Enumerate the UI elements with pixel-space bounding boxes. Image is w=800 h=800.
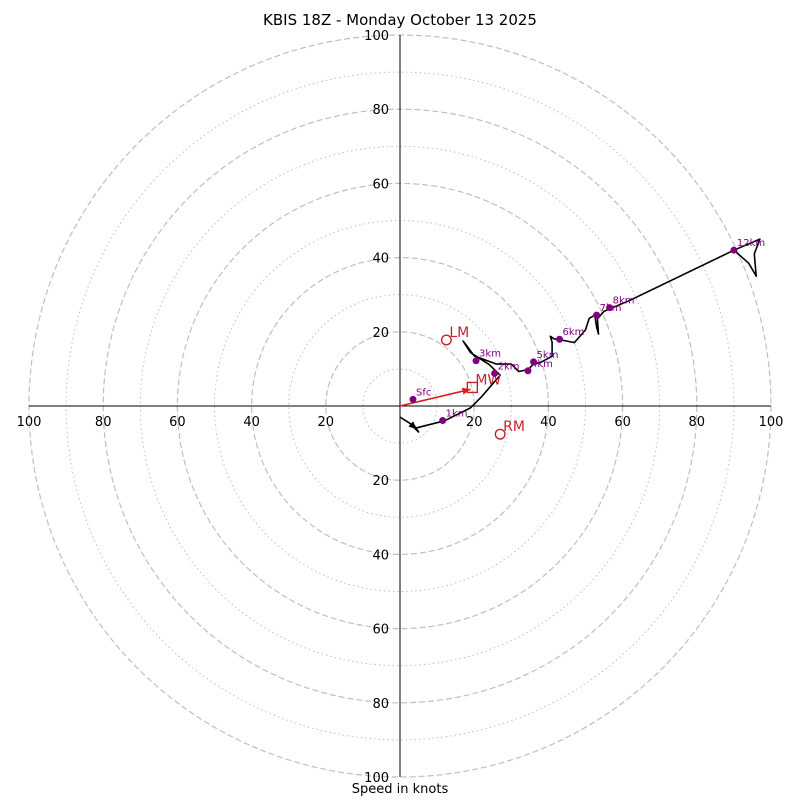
y-tick-label: 40 — [372, 252, 389, 267]
y-tick-label: 60 — [372, 177, 389, 192]
height-marker-label-3km: 3km — [479, 349, 501, 360]
x-tick-label: 80 — [689, 415, 706, 430]
storm-marker-label-rm: RM — [503, 419, 525, 435]
y-tick-label: 100 — [364, 771, 389, 786]
x-tick-label: 20 — [318, 415, 335, 430]
storm-motion-vector — [399, 387, 471, 407]
height-marker-label-6km: 6km — [563, 327, 585, 338]
height-marker-7km — [593, 311, 601, 319]
height-marker-2km — [491, 369, 499, 377]
height-markers: Sfc1km2km3km4km5km6km7km8km12km — [409, 238, 765, 424]
wind-trace-line — [399, 238, 761, 433]
height-marker-label-2km: 2km — [498, 361, 520, 372]
x-tick-label: 40 — [243, 415, 260, 430]
y-tick-label: 20 — [372, 326, 389, 341]
height-marker-8km — [606, 304, 614, 312]
height-marker-5km — [530, 358, 538, 366]
storm-marker-lm — [440, 334, 452, 346]
height-marker-label-5km: 5km — [537, 350, 559, 361]
x-tick-label: 40 — [540, 415, 557, 430]
y-tick-label: 80 — [372, 103, 389, 118]
storm-marker-rm — [494, 428, 506, 440]
storm-marker-label-lm: LM — [449, 325, 469, 341]
height-marker-label-4km: 4km — [531, 359, 553, 370]
wind-trace — [399, 238, 761, 433]
x-tick-label: 60 — [169, 415, 186, 430]
height-marker-1km — [439, 416, 447, 424]
x-tick-label: 80 — [95, 415, 112, 430]
height-marker-3km — [472, 357, 480, 365]
x-axis-label: Speed in knots — [351, 782, 449, 797]
y-tick-label: 20 — [372, 474, 389, 489]
y-tick-label: 100 — [364, 29, 389, 44]
height-marker-12km — [730, 246, 738, 254]
height-marker-label-12km: 12km — [737, 238, 765, 249]
height-marker-6km — [556, 335, 564, 343]
height-marker-label-sfc: Sfc — [416, 387, 431, 398]
storm-marker-mw — [466, 381, 479, 394]
storm-motion-vector-line — [399, 388, 471, 407]
tick-labels: 100 80 60 40 20 20 40 60 80 100 20 40 60 80 100 20 40 60 8… — [17, 29, 784, 786]
x-tick-label: 100 — [17, 415, 42, 430]
y-tick-label: 40 — [372, 548, 389, 563]
y-tick-label: 80 — [372, 697, 389, 712]
storm-motion-vector-arrowhead — [461, 387, 471, 395]
x-tick-label: 60 — [614, 415, 631, 430]
x-tick-label: 20 — [466, 415, 483, 430]
wind-trace-arrowhead — [408, 421, 417, 430]
x-tick-label: 100 — [759, 415, 784, 430]
height-marker-4km — [524, 367, 532, 375]
height-marker-sfc — [409, 395, 417, 403]
chart-title: KBIS 18Z - Monday October 13 2025 — [263, 11, 537, 29]
y-tick-label: 60 — [372, 623, 389, 638]
height-marker-label-1km: 1km — [446, 408, 468, 419]
height-marker-label-8km: 8km — [613, 296, 635, 307]
